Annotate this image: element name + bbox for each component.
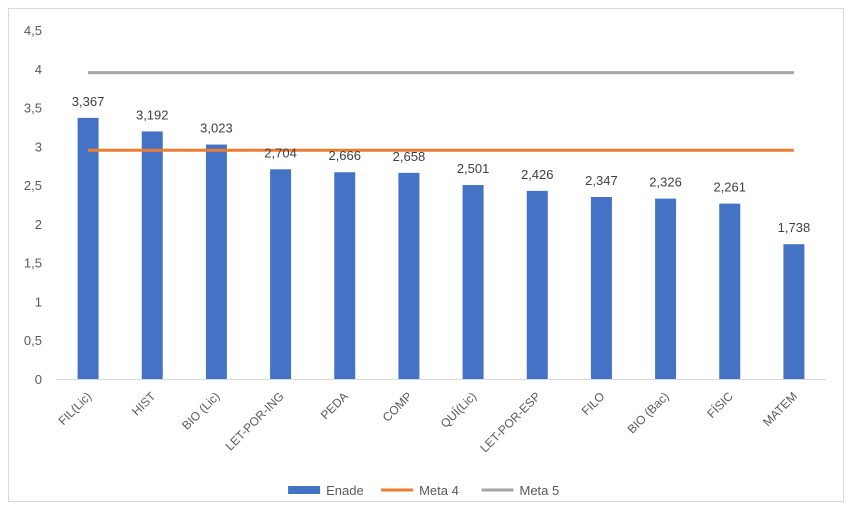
bar [655,198,677,379]
target-lines [88,71,794,152]
category-label: LET-POR-ESP [477,389,543,455]
data-label: 2,426 [521,167,554,182]
data-label: 2,347 [585,173,618,188]
bar [719,203,741,379]
category-label: BIO (Bac) [625,389,672,436]
category-label: QUÍ(Lic) [437,389,479,431]
y-tick-label: 2 [35,217,42,232]
category-label: FILO [579,389,608,418]
category-label: FIL(Lic) [56,389,95,428]
y-tick-label: 3 [35,139,42,154]
bar [77,117,99,379]
data-labels: 3,367 3,192 3,023 2,704 2,666 2,658 2,501 2,426… [72,94,810,235]
bar [334,172,356,379]
legend: Enade Meta 4 Meta 5 [288,483,559,498]
bar [270,169,292,379]
bar [205,144,227,379]
category-label: MATEM [760,389,800,429]
category-label: HIST [129,389,159,419]
y-tick-label: 1 [35,294,42,309]
y-tick-label: 0 [35,372,42,387]
category-label: COMP [380,389,415,424]
category-label: LET-POR-ING [223,389,287,453]
bars [77,117,805,379]
bar [462,185,484,379]
data-label: 2,261 [713,180,746,195]
data-label: 2,666 [328,148,361,163]
y-tick-label: 1,5 [24,256,42,271]
bar [398,172,420,379]
category-label: BIO (Lic) [179,389,222,432]
bar [141,131,163,379]
y-tick-label: 4 [35,62,42,77]
data-label: 1,738 [778,220,811,235]
data-label: 2,704 [264,145,297,160]
legend-label: Enade [326,483,364,498]
legend-label: Meta 4 [419,483,459,498]
data-label: 2,501 [457,161,490,176]
data-label: 3,023 [200,121,233,136]
data-label: 3,192 [136,107,169,122]
data-label: 3,367 [72,94,105,109]
x-axis: FIL(Lic) HIST BIO (Lic) LET-POR-ING PEDA COMP… [56,388,800,455]
bar [526,190,548,379]
bar [783,244,805,379]
y-axis: 0 0,5 1 1,5 2 2,5 3 3,5 4 4,5 [24,23,826,387]
category-label: FÍSIC [704,388,737,421]
data-label: 2,658 [393,149,426,164]
category-label: PEDA [318,389,351,422]
y-tick-label: 0,5 [24,333,42,348]
y-tick-label: 3,5 [24,101,42,116]
y-tick-label: 2,5 [24,178,42,193]
data-label: 2,326 [649,175,682,190]
y-tick-label: 4,5 [24,23,42,38]
bar [590,196,612,379]
legend-swatch [288,486,321,494]
legend-label: Meta 5 [520,483,560,498]
